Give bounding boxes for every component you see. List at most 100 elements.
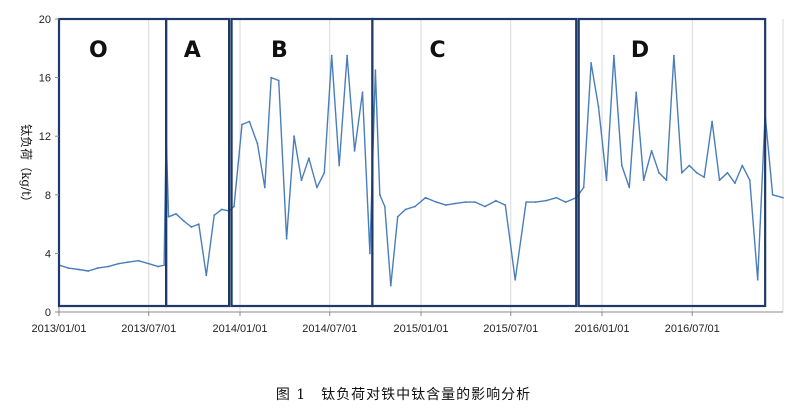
y-tick-label: 0 bbox=[45, 307, 51, 319]
y-axis-label: 钛负荷（kg/t） bbox=[19, 124, 34, 208]
region-box-B bbox=[230, 17, 374, 308]
data-point bbox=[389, 284, 392, 287]
data-point bbox=[673, 54, 675, 57]
data-point bbox=[361, 91, 364, 94]
data-point bbox=[718, 179, 721, 182]
data-point bbox=[635, 91, 638, 94]
data-point bbox=[107, 265, 109, 268]
data-point bbox=[147, 262, 150, 265]
region-box-A bbox=[165, 17, 231, 308]
region-box-D bbox=[577, 17, 767, 308]
data-point bbox=[270, 76, 273, 79]
data-point bbox=[545, 199, 547, 202]
data-point bbox=[127, 261, 129, 264]
data-point bbox=[315, 186, 318, 189]
y-tick-label: 8 bbox=[45, 190, 51, 202]
data-point bbox=[167, 215, 170, 218]
data-point bbox=[96, 267, 99, 269]
y-tick-label: 12 bbox=[39, 131, 51, 143]
data-point bbox=[137, 259, 140, 262]
x-tick-label: 2015/01/01 bbox=[393, 323, 448, 335]
data-point bbox=[248, 120, 251, 123]
data-point bbox=[733, 182, 736, 184]
region-label-A: A bbox=[184, 38, 201, 63]
data-point bbox=[213, 214, 216, 217]
data-point bbox=[613, 54, 615, 57]
data-point bbox=[695, 171, 698, 174]
data-point bbox=[555, 196, 558, 199]
x-tick-label: 2013/07/01 bbox=[121, 323, 176, 335]
region-box-O bbox=[57, 17, 168, 308]
data-point bbox=[163, 264, 166, 267]
x-tick-label: 2014/01/01 bbox=[212, 323, 267, 335]
x-tick-label: 2014/07/01 bbox=[302, 323, 357, 335]
data-point bbox=[383, 205, 386, 208]
region-label-O: O bbox=[89, 38, 108, 63]
data-point bbox=[308, 157, 310, 160]
data-point bbox=[642, 179, 645, 182]
data-point bbox=[87, 270, 90, 272]
data-point bbox=[748, 179, 751, 182]
data-point bbox=[582, 186, 585, 189]
data-point bbox=[665, 179, 668, 182]
data-point bbox=[453, 202, 456, 205]
data-point bbox=[396, 215, 399, 218]
x-axis-ticks: 2013/01/01 2013/07/01 2014/01/01 2014/07/01… bbox=[31, 312, 720, 335]
y-tick-label: 20 bbox=[39, 14, 51, 26]
chart: O A B C D 0 4 8 12 16 20 2013/01/01 2013/07/01 2014… bbox=[19, 14, 784, 335]
data-point bbox=[597, 106, 600, 108]
data-point bbox=[590, 62, 592, 64]
data-point bbox=[726, 171, 729, 174]
data-point bbox=[183, 220, 185, 223]
data-point bbox=[323, 171, 326, 174]
data-point bbox=[628, 186, 631, 189]
y-tick-label: 16 bbox=[39, 73, 51, 85]
data-point bbox=[277, 79, 280, 82]
data-point bbox=[197, 223, 200, 226]
data-point bbox=[175, 212, 177, 215]
data-point bbox=[435, 201, 438, 204]
data-point bbox=[374, 69, 377, 72]
data-point bbox=[241, 123, 243, 126]
data-point bbox=[703, 176, 706, 179]
data-point bbox=[414, 205, 416, 208]
data-point bbox=[741, 164, 744, 167]
data-point bbox=[711, 120, 713, 123]
data-point bbox=[484, 205, 486, 208]
data-point bbox=[338, 164, 341, 167]
data-point bbox=[424, 196, 427, 199]
data-point bbox=[514, 278, 517, 281]
data-point bbox=[330, 54, 333, 57]
data-point bbox=[346, 54, 349, 57]
data-point bbox=[404, 208, 407, 211]
data-point bbox=[285, 237, 288, 240]
region-label-C: C bbox=[429, 38, 445, 63]
y-tick-label: 4 bbox=[45, 248, 51, 260]
data-point bbox=[771, 193, 774, 196]
data-point bbox=[256, 142, 259, 145]
data-point bbox=[369, 252, 371, 255]
region-label-B: B bbox=[271, 38, 288, 63]
data-point bbox=[444, 204, 447, 206]
data-point bbox=[157, 265, 160, 268]
data-point bbox=[688, 164, 691, 167]
x-tick-label: 2015/07/01 bbox=[483, 323, 538, 335]
data-point bbox=[378, 193, 381, 196]
data-point bbox=[474, 201, 476, 204]
figure-caption: 图 1 钛负荷对铁中钛含量的影响分析 bbox=[275, 387, 532, 403]
data-point bbox=[263, 186, 266, 189]
data-point bbox=[534, 201, 537, 204]
x-tick-label: 2016/01/01 bbox=[574, 323, 629, 335]
data-point bbox=[353, 149, 356, 152]
data-point bbox=[293, 135, 295, 138]
x-tick-label: 2016/07/01 bbox=[665, 323, 720, 335]
gridlines bbox=[58, 19, 784, 312]
data-point bbox=[205, 274, 208, 277]
x-tick-label: 2013/01/01 bbox=[31, 323, 86, 335]
data-point bbox=[564, 201, 567, 204]
data-point bbox=[464, 201, 467, 204]
y-axis-ticks: 0 4 8 12 16 20 bbox=[39, 14, 59, 319]
data-point bbox=[782, 196, 784, 199]
data-point bbox=[220, 208, 223, 211]
